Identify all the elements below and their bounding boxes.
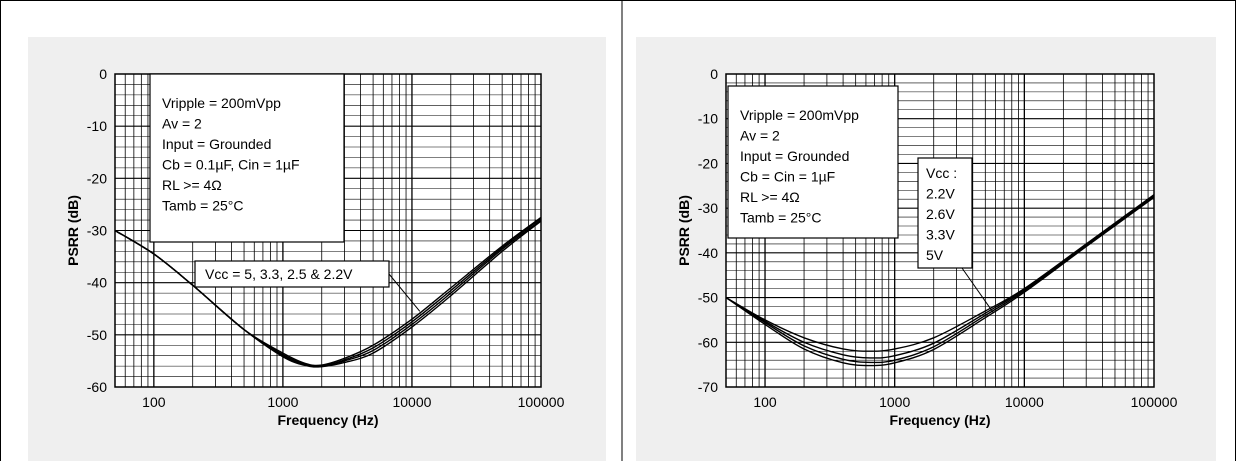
left-condition-text: Av = 2 (162, 116, 202, 132)
right-conditions-box (727, 85, 899, 239)
right-plot-frame (725, 73, 1155, 388)
right-annotation-text: 3.3V (926, 227, 955, 243)
left-chart: 0 -10 -20 -30 -40 -50 -60 100 1000 10000 100000 Fre… (65, 66, 565, 428)
right-annotation-leader (961, 267, 995, 314)
left-annotation-box (194, 260, 390, 288)
right-condition-text: Vripple = 200mVpp (740, 107, 859, 123)
left-y-tick-label: -40 (87, 275, 107, 291)
right-x-axis-title: Frequency (Hz) (889, 412, 990, 428)
left-condition-text: Input = Grounded (162, 136, 271, 152)
right-x-tick-label: 1000 (879, 394, 910, 410)
right-annotation-text: Vcc : (926, 165, 957, 181)
right-series-line-3 (726, 195, 1154, 364)
right-condition-text: Input = Grounded (740, 148, 849, 164)
right-x-tick-label: 10000 (1005, 394, 1044, 410)
left-y-tick-label: -50 (87, 327, 107, 343)
left-condition-text: RL >= 4Ω (162, 177, 222, 193)
left-series-group (115, 216, 541, 368)
right-condition-text: Tamb = 25°C (740, 210, 821, 226)
right-series-line-4 (726, 196, 1154, 367)
right-y-tick-label: -30 (698, 200, 718, 216)
right-y-tick-label: -20 (698, 155, 718, 171)
right-condition-text: Av = 2 (740, 128, 780, 144)
left-x-tick-label: 100000 (518, 394, 565, 410)
right-annotation-text: 2.6V (926, 206, 955, 222)
left-annotation-text: Vcc = 5, 3.3, 2.5 & 2.2V (205, 266, 353, 282)
right-annotation-text: 5V (926, 247, 944, 263)
right-annotation-text: 2.2V (926, 186, 955, 202)
right-condition-text: Cb = Cin = 1µF (740, 169, 835, 185)
left-condition-text: Cb = 0.1µF, Cin = 1µF (162, 157, 300, 173)
left-x-tick-label: 1000 (267, 394, 298, 410)
left-x-tick-label: 100 (142, 394, 166, 410)
right-y-tick-label: -10 (698, 111, 718, 127)
left-y-tick-label: 0 (99, 66, 107, 82)
left-y-axis-title: PSRR (dB) (65, 195, 81, 266)
right-annotation-box (917, 157, 973, 269)
right-condition-text: RL >= 4Ω (740, 189, 800, 205)
left-annotation-leader (388, 273, 421, 312)
right-series-group (726, 194, 1154, 367)
left-series-line-4 (115, 220, 541, 368)
right-y-tick-label: 0 (710, 66, 718, 82)
left-y-tick-label: -60 (87, 379, 107, 395)
right-series-line-2 (726, 195, 1154, 359)
left-conditions-box (149, 73, 345, 243)
right-x-tick-label: 100000 (1131, 394, 1178, 410)
left-condition-text: Vripple = 200mVpp (162, 95, 281, 111)
right-y-tick-label: -60 (698, 334, 718, 350)
right-x-tick-label: 100 (753, 394, 777, 410)
right-y-tick-label: -70 (698, 379, 718, 395)
left-x-tick-label: 10000 (392, 394, 431, 410)
right-y-axis-title: PSRR (dB) (676, 195, 692, 266)
right-y-tick-label: -40 (698, 245, 718, 261)
left-y-tick-label: -20 (87, 170, 107, 186)
right-y-tick-label: -50 (698, 290, 718, 306)
left-x-axis-title: Frequency (Hz) (277, 412, 378, 428)
right-chart: 0 -10 -20 -30 -40 -50 -60 -70 100 1000 10000 100000… (676, 66, 1178, 428)
left-y-tick-label: -30 (87, 223, 107, 239)
left-condition-text: Tamb = 25°C (162, 198, 243, 214)
left-y-tick-label: -10 (87, 118, 107, 134)
